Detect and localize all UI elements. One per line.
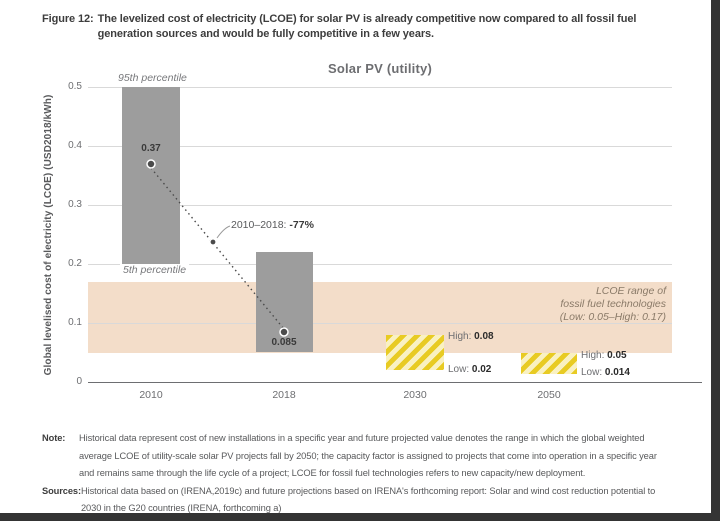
fossil-band-line1: LCOE range of (595, 285, 666, 297)
annotation-leader-line (216, 225, 231, 239)
sources-label: Sources: (42, 485, 81, 496)
gridline-0-4 (88, 146, 672, 147)
change-annotation: 2010–2018: -77% (231, 219, 314, 231)
high-2050-value: 0.05 (607, 350, 627, 361)
note-row: Note: Historical data represent cost of … (42, 430, 692, 483)
x-tick-2018: 2018 (272, 389, 296, 401)
percentile-95-label: 95th percentile (118, 72, 187, 84)
gridline-0-3 (88, 205, 672, 206)
avg-2018-value: 0.085 (271, 337, 297, 348)
high-2050-label: High: 0.05 (581, 350, 627, 361)
y-tick-0-1: 0.1 (68, 317, 82, 328)
y-tick-0-5: 0.5 (68, 81, 82, 92)
low-2030-label: Low: 0.02 (448, 364, 491, 375)
x-axis-line (88, 382, 702, 383)
x-tick-2030: 2030 (403, 389, 427, 401)
change-percent: -77% (289, 219, 314, 231)
y-axis-label: Global levelised cost of electricity (LC… (43, 94, 54, 376)
sources-row: Sources: Historical data based on (IRENA… (42, 483, 692, 518)
gridline-0-2 (88, 264, 672, 265)
bar-2010-range (122, 87, 180, 264)
x-tick-2050: 2050 (537, 389, 561, 401)
bar-2050-projected-range (521, 353, 577, 374)
figure-number: Figure 12: (42, 13, 94, 25)
x-tick-2010: 2010 (139, 389, 163, 401)
low-2050-label: Low: 0.014 (581, 367, 630, 378)
gridline-0-1 (88, 323, 672, 324)
y-tick-0: 0 (76, 376, 82, 387)
y-tick-0-3: 0.3 (68, 199, 82, 210)
frame-edge-right (711, 0, 720, 521)
fossil-band-annotation: LCOE range of fossil fuel technologies (… (430, 285, 666, 324)
low-2050-value: 0.014 (604, 367, 630, 378)
high-2030-label: High: 0.08 (448, 331, 494, 342)
y-tick-0-2: 0.2 (68, 258, 82, 269)
bar-2030-projected-range (386, 335, 444, 370)
marker-midpoint (209, 238, 217, 246)
high-2030-prefix: High: (448, 331, 475, 342)
y-tick-0-4: 0.4 (68, 140, 82, 151)
frame-edge-bottom (0, 513, 720, 521)
fossil-band-line2: fossil fuel technologies (560, 298, 666, 310)
percentile-5-label: 5th percentile (120, 264, 190, 276)
note-text: Historical data represent cost of new in… (79, 433, 657, 478)
low-2050-prefix: Low: (581, 367, 605, 378)
low-2030-value: 0.02 (471, 364, 492, 375)
fossil-band-line3: (Low: 0.05–High: 0.17) (559, 311, 666, 323)
high-2050-prefix: High: (581, 350, 608, 361)
sources-text: Historical data based on (IRENA,2019c) a… (80, 485, 656, 514)
avg-2010-value: 0.37 (141, 143, 161, 154)
footnotes: Note: Historical data represent cost of … (42, 430, 692, 518)
note-label: Note: (42, 433, 66, 443)
figure-caption-text: The levelized cost of electricity (LCOE)… (97, 13, 637, 40)
figure-caption: Figure 12: The levelized cost of electri… (42, 12, 664, 42)
gridline-0-5 (88, 87, 672, 88)
change-period: 2010–2018: (231, 219, 290, 231)
low-2030-prefix: Low: (448, 364, 472, 375)
chart-title: Solar PV (utility) (327, 61, 432, 76)
high-2030-value: 0.08 (474, 331, 494, 342)
